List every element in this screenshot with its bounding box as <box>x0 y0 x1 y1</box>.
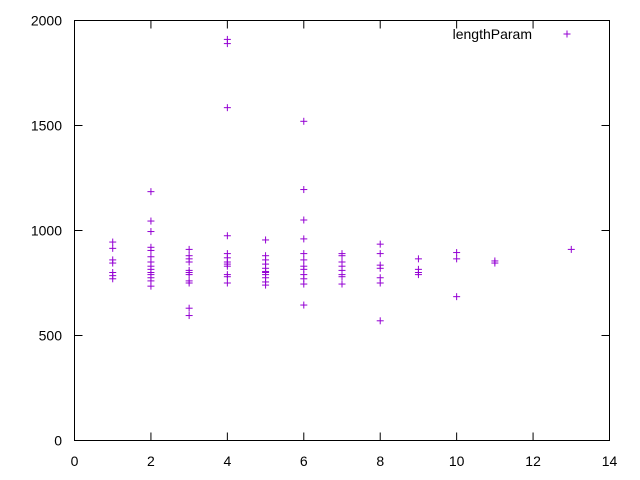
data-point <box>414 255 422 263</box>
data-point <box>453 255 461 263</box>
data-point <box>376 317 384 325</box>
data-point <box>300 250 308 258</box>
data-point <box>109 244 117 252</box>
data-point <box>300 301 308 309</box>
data-point <box>109 238 117 246</box>
data-point <box>414 271 422 279</box>
data-point <box>300 280 308 288</box>
data-point <box>185 312 193 320</box>
data-point <box>147 228 155 236</box>
data-point <box>338 280 346 288</box>
data-point <box>109 275 117 283</box>
x-tick-label: 2 <box>147 453 155 469</box>
data-point <box>147 217 155 225</box>
data-point <box>567 245 575 253</box>
data-point <box>300 235 308 243</box>
x-tick-label: 14 <box>602 453 618 469</box>
data-point <box>147 246 155 254</box>
y-tick-label: 1500 <box>31 118 62 134</box>
data-point <box>185 304 193 312</box>
legend-label: lengthParam <box>453 26 532 42</box>
legend: lengthParam <box>453 26 571 42</box>
data-point <box>147 282 155 290</box>
data-point <box>376 250 384 258</box>
x-tick-label: 0 <box>71 453 79 469</box>
data-point <box>300 117 308 125</box>
data-point <box>223 279 231 287</box>
data-point <box>223 104 231 112</box>
data-point <box>376 264 384 272</box>
y-tick-label: 1000 <box>31 223 62 239</box>
data-point <box>376 240 384 248</box>
plot-frame <box>74 20 610 441</box>
axis-ticks <box>74 20 610 441</box>
y-tick-label: 2000 <box>31 13 62 29</box>
data-point <box>223 232 231 240</box>
data-point <box>223 40 231 48</box>
data-point <box>300 186 308 194</box>
data-point <box>185 258 193 266</box>
data-point <box>223 273 231 281</box>
x-tick-label: 10 <box>449 453 465 469</box>
data-point <box>185 279 193 287</box>
data-point <box>185 245 193 253</box>
data-point <box>453 293 461 301</box>
data-point <box>262 281 270 289</box>
data-point <box>300 216 308 224</box>
data-point <box>147 188 155 196</box>
legend-marker <box>563 30 571 38</box>
y-tick-label: 500 <box>39 328 63 344</box>
axis-tick-labels: 0 2 4 6 8 10 12 14 0 500 1000 1500 2000 <box>31 13 618 470</box>
data-point <box>338 273 346 281</box>
x-tick-label: 12 <box>525 453 541 469</box>
data-point <box>491 259 499 267</box>
data-point <box>109 259 117 267</box>
legend-marker-symbol <box>563 30 571 38</box>
data-point <box>300 256 308 264</box>
data-point <box>453 249 461 257</box>
data-point <box>223 262 231 270</box>
data-points <box>109 35 575 325</box>
x-tick-label: 4 <box>223 453 231 469</box>
x-tick-label: 8 <box>376 453 384 469</box>
data-point <box>262 236 270 244</box>
data-point <box>376 279 384 287</box>
data-point <box>185 271 193 279</box>
data-point <box>338 252 346 260</box>
x-tick-label: 6 <box>300 453 308 469</box>
y-tick-label: 0 <box>54 433 62 449</box>
